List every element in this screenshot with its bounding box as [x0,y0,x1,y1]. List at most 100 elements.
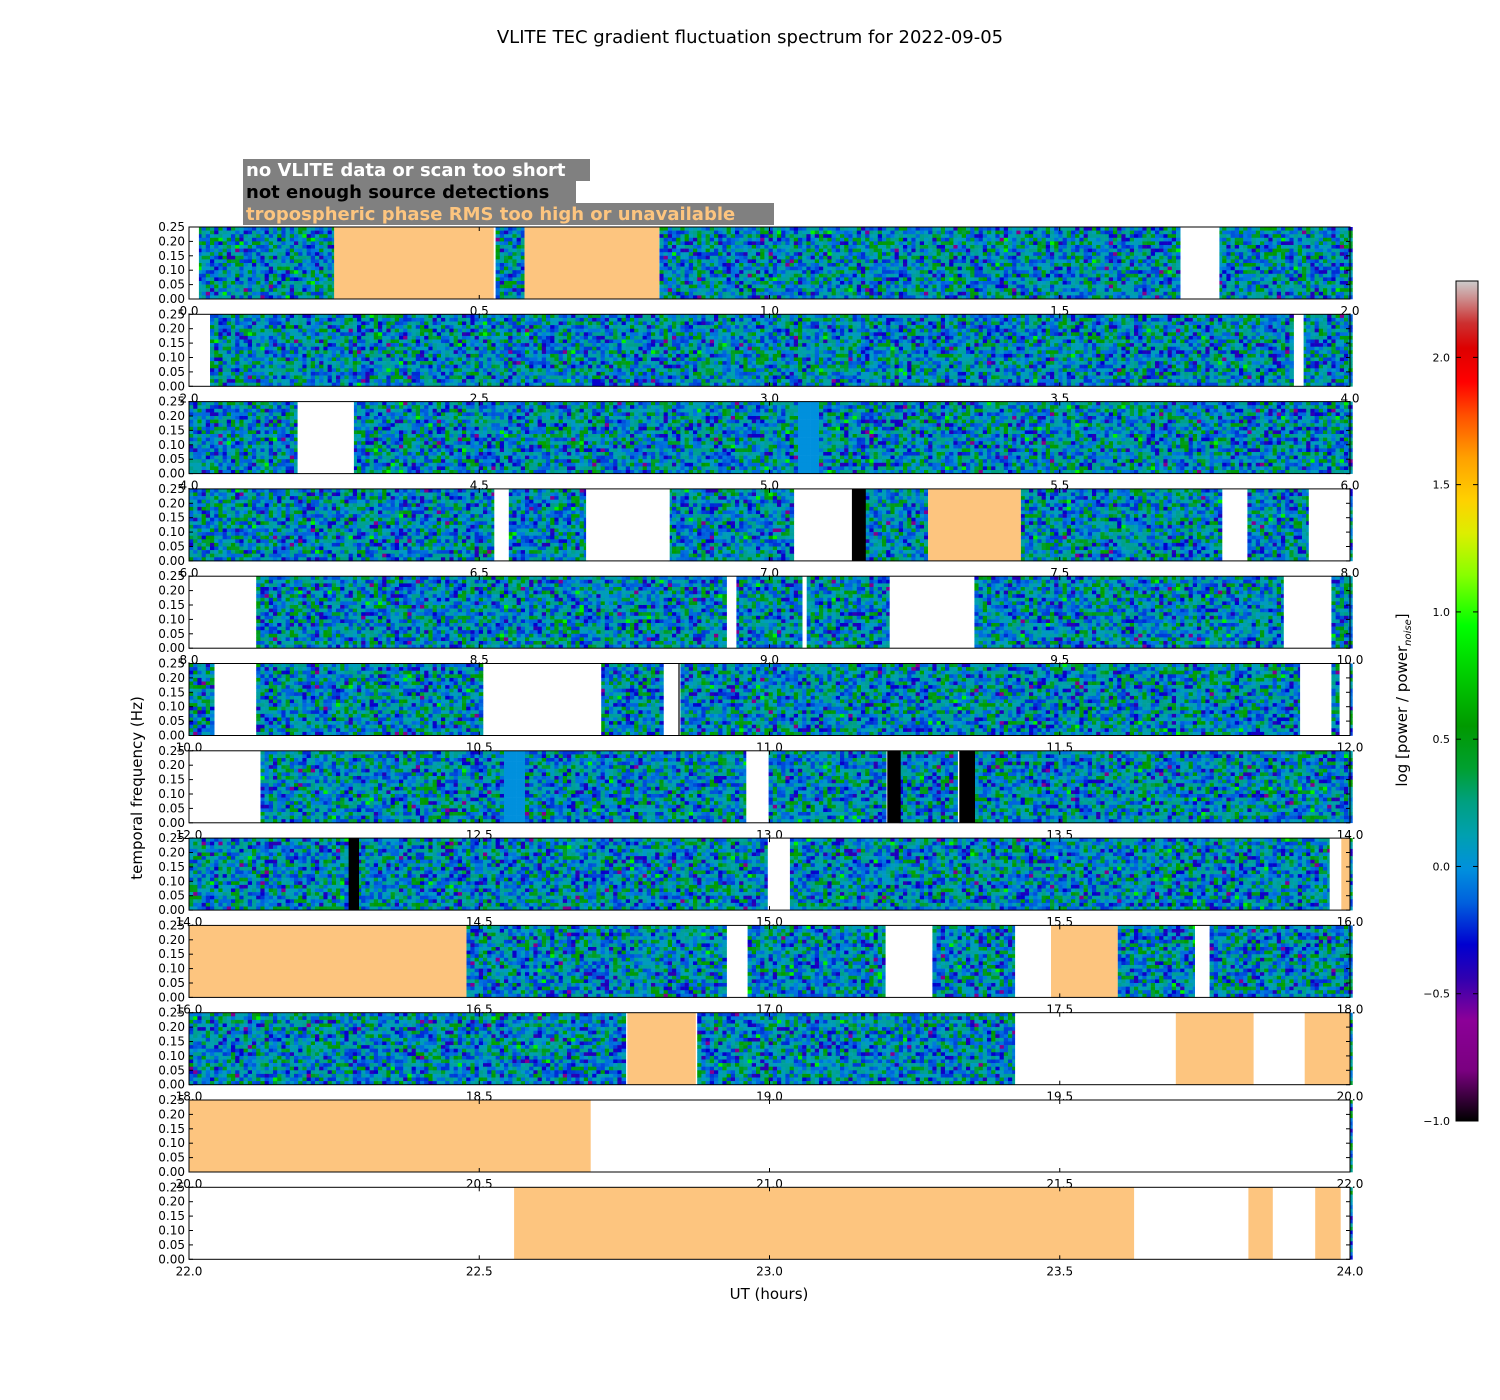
heatmap-cell [940,266,946,271]
heatmap-cell [827,252,832,257]
heatmap-cell [243,379,249,383]
heatmap-cell [756,255,761,260]
heatmap-cell [735,266,740,271]
heatmap-cell [256,335,261,340]
heatmap-cell [982,266,988,271]
heatmap-cell [222,266,228,271]
heatmap-cell [936,230,942,235]
heatmap-cell [273,237,278,242]
heatmap-cell [348,350,354,355]
heatmap-cell [323,361,328,365]
heatmap-cell [512,259,517,264]
heatmap-cell [936,273,942,278]
heatmap-cell [1218,270,1223,275]
heatmap-cell [306,361,312,365]
heatmap-cell [1071,284,1076,289]
heatmap-cell [1239,259,1244,264]
heatmap-cell [310,314,316,319]
heatmap-cell [373,353,379,358]
heatmap-cell [512,237,517,242]
heatmap-cell [520,259,526,264]
heatmap-cell [1255,295,1261,300]
heatmap-cell [1100,277,1105,282]
heatmap-cell [411,364,417,369]
heatmap-cell [1318,288,1324,293]
heatmap-cell [1239,245,1244,249]
heatmap-cell [722,270,727,275]
heatmap-cell [1297,234,1303,239]
heatmap-cell [1243,281,1248,285]
heatmap-cell [739,291,744,296]
heatmap-cell [218,350,223,355]
heatmap-cell [323,357,328,362]
heatmap-cell [1079,230,1084,235]
heatmap-cell [1281,255,1286,260]
heatmap-cell [743,255,748,260]
heatmap-cell [1272,288,1278,293]
heatmap-cell [390,368,396,373]
heatmap-cell [1083,241,1089,246]
heatmap-cell [344,343,349,347]
heatmap-cell [987,259,992,264]
heatmap-cell [873,252,879,257]
heatmap-cell [848,270,853,275]
heatmap-cell [327,317,333,322]
heatmap-cell [1096,284,1101,289]
heatmap-cell [659,273,664,278]
heatmap-cell [516,227,522,231]
heatmap-cell [1281,273,1286,278]
heatmap-cell [1012,255,1017,260]
heatmap-cell [680,237,685,242]
heatmap-cell [310,343,316,347]
heatmap-cell [953,230,958,235]
heatmap-cell [243,288,249,293]
heatmap-cell [365,364,370,369]
heatmap-cell [705,266,711,271]
heatmap-cell [1264,230,1269,235]
heatmap-cell [239,350,244,355]
heatmap-cell [205,295,211,300]
heatmap-cell [1260,255,1265,260]
heatmap-cell [382,339,387,344]
heatmap-cell [831,255,837,260]
heatmap-cell [961,273,967,278]
heatmap-cell [260,321,265,326]
heatmap-cell [495,241,501,246]
heatmap-cell [1251,273,1257,278]
heatmap-cell [978,245,984,249]
heatmap-cell [1276,252,1282,257]
heatmap-cell [499,277,505,282]
heatmap-cell [814,248,820,253]
heatmap-cell [1029,234,1034,239]
heatmap-cell [1108,234,1114,239]
heatmap-cell [1310,270,1315,275]
heatmap-cell [819,227,824,231]
heatmap-cell [256,343,261,347]
heatmap-cell [961,263,967,267]
heatmap-cell [285,332,291,337]
heatmap-cell [974,284,979,289]
heatmap-cell [277,295,282,300]
heatmap-cell [226,277,232,282]
heatmap-cell [281,364,286,369]
heatmap-cell [394,361,400,365]
heatmap-cell [256,364,261,369]
heatmap-cell [285,350,291,355]
heatmap-cell [1239,227,1244,231]
heatmap-cell [1050,270,1055,275]
heatmap-cell [1289,252,1294,257]
heatmap-cell [1033,230,1038,235]
heatmap-cell [264,227,270,231]
heatmap-cell [1129,288,1135,293]
heatmap-cell [1121,270,1126,275]
heatmap-cell [1104,234,1110,239]
heatmap-cell [705,288,711,293]
heatmap-cell [260,284,265,289]
heatmap-cell [1121,252,1126,257]
heatmap-cell [1251,284,1257,289]
heatmap-cell [1129,270,1135,275]
heatmap-cell [861,259,866,264]
heatmap-cell [722,259,727,264]
heatmap-cell [1058,227,1063,231]
heatmap-cell [1323,252,1328,257]
